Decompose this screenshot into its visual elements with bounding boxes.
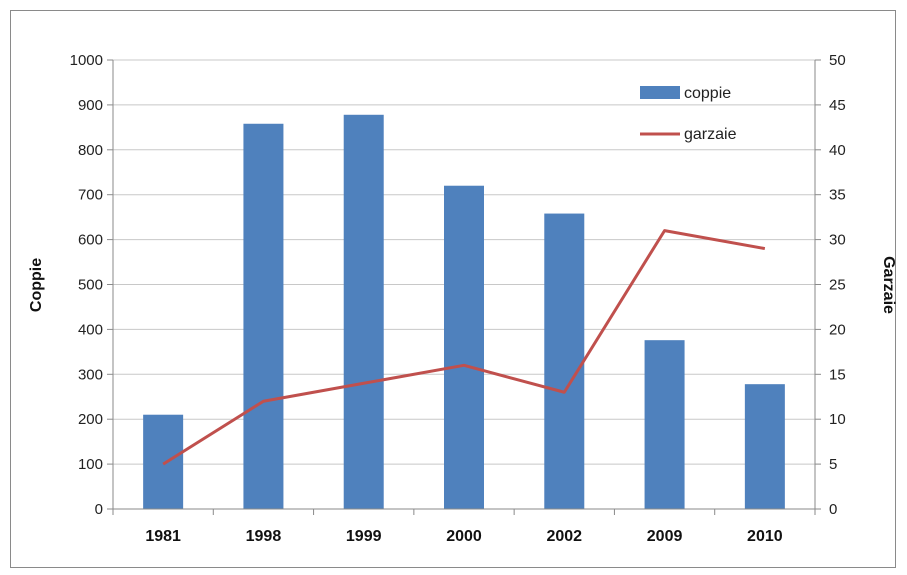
bar-2000 [444, 185, 484, 509]
y-tick-label: 600 [78, 232, 103, 249]
legend: coppie garzaie [640, 85, 737, 143]
y-tick-label: 400 [78, 321, 103, 338]
y2-tick-label: 50 [829, 52, 846, 69]
x-tick-label-1998: 1998 [246, 528, 282, 545]
x-tick-labels: 1981 1998 1999 2000 2002 2009 2010 [145, 528, 782, 545]
line-garzaie [162, 229, 766, 466]
y2-tick-label: 40 [829, 142, 846, 159]
legend-label-garzaie: garzaie [684, 126, 737, 143]
y2-tick-label: 35 [829, 187, 846, 204]
y-tick-label: 800 [78, 142, 103, 159]
legend-swatch-coppie [640, 86, 680, 99]
y2-tick-labels: 0 5 10 15 20 25 30 35 40 45 50 [829, 52, 846, 518]
y2-tick-label: 15 [829, 366, 846, 383]
y-tick-label: 500 [78, 277, 103, 294]
y2-tick-label: 25 [829, 277, 846, 294]
y-tick-label: 900 [78, 97, 103, 114]
x-tick-label-2000: 2000 [446, 528, 482, 545]
y-tick-label: 100 [78, 456, 103, 473]
bar-1999 [343, 114, 384, 509]
y-tick-label: 1000 [70, 52, 103, 69]
x-tick-label-1999: 1999 [346, 528, 382, 545]
x-tick-label-1981: 1981 [145, 528, 181, 545]
bar-2010 [744, 384, 785, 509]
y-axis-title: Coppie [28, 258, 45, 312]
x-tick-label-2002: 2002 [546, 528, 582, 545]
y-tick-label: 300 [78, 366, 103, 383]
axes [107, 59, 821, 515]
y2-tick-label: 20 [829, 321, 846, 338]
y2-tick-label: 10 [829, 411, 846, 428]
y-tick-label: 700 [78, 187, 103, 204]
bars-coppie [143, 114, 785, 510]
legend-label-coppie: coppie [684, 85, 731, 102]
y-tick-label: 200 [78, 411, 103, 428]
x-tick-label-2010: 2010 [747, 528, 783, 545]
gridlines [113, 59, 815, 465]
y2-tick-label: 45 [829, 97, 846, 114]
y2-axis-title: Garzaie [880, 256, 897, 314]
x-tick-label-2009: 2009 [647, 528, 683, 545]
y2-tick-label: 5 [829, 456, 837, 473]
bar-1998 [243, 123, 284, 510]
bar-2002 [544, 213, 585, 510]
y2-tick-label: 30 [829, 232, 846, 249]
y2-tick-label: 0 [829, 501, 837, 518]
y-tick-labels: 0 100 200 300 400 500 600 700 800 900 1000 [70, 52, 103, 518]
y-tick-label: 0 [95, 501, 103, 518]
bar-1981 [143, 414, 184, 509]
bar-2009 [644, 340, 685, 509]
